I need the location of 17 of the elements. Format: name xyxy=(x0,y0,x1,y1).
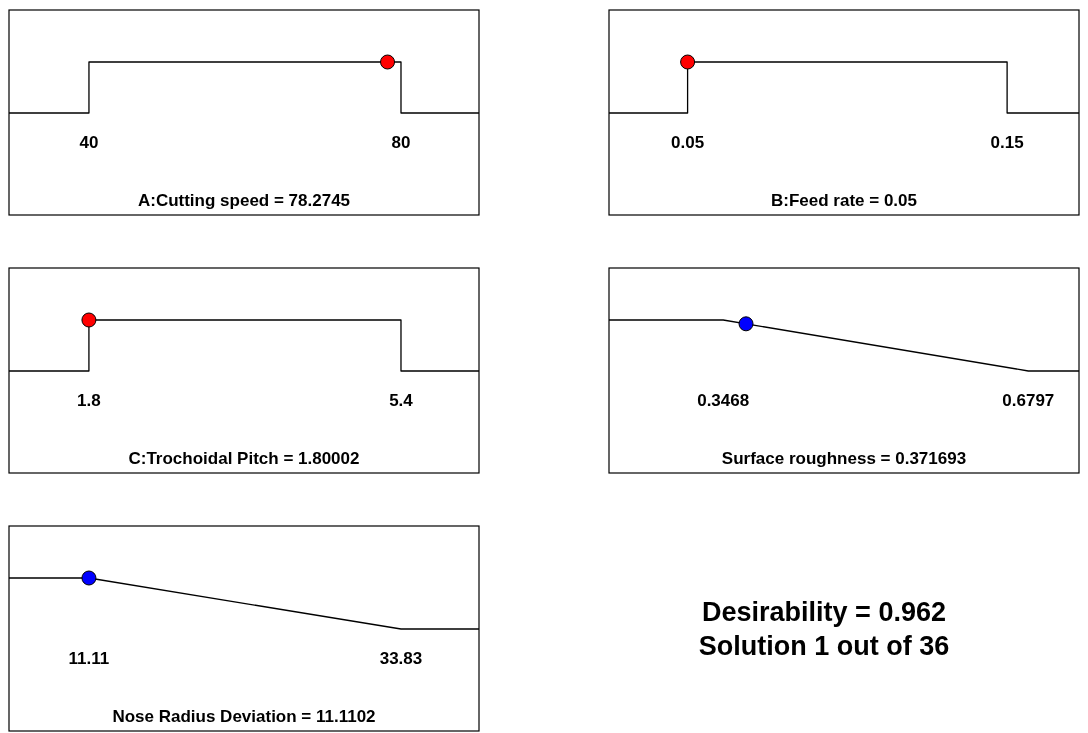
x-tick-label: 80 xyxy=(391,133,411,152)
text: Desirability = 0.962 xyxy=(702,597,946,627)
x-tick-label: 0.05 xyxy=(671,133,705,152)
x-tick-label: 5.4 xyxy=(389,391,414,410)
x-tick-label: 0.15 xyxy=(990,133,1024,152)
x-tick-label: 33.83 xyxy=(379,649,423,668)
x-axis-title: C:Trochoidal Pitch = 1.80002 xyxy=(128,449,360,468)
x-tick-label: 0.6797 xyxy=(1002,391,1055,410)
x-tick-label: 11.11 xyxy=(68,649,110,668)
x-axis-title: Nose Radius Deviation = 11.1102 xyxy=(112,707,376,726)
x-axis-title: A:Cutting speed = 78.2745 xyxy=(137,191,351,210)
text: Solution 1 out of 36 xyxy=(698,631,950,661)
x-tick-label: 40 xyxy=(79,133,99,152)
x-axis-title: B:Feed rate = 0.05 xyxy=(771,191,917,210)
x-tick-label: 1.8 xyxy=(77,391,101,410)
x-tick-label: 0.3468 xyxy=(697,391,750,410)
x-axis-title: Surface roughness = 0.371693 xyxy=(721,449,967,468)
